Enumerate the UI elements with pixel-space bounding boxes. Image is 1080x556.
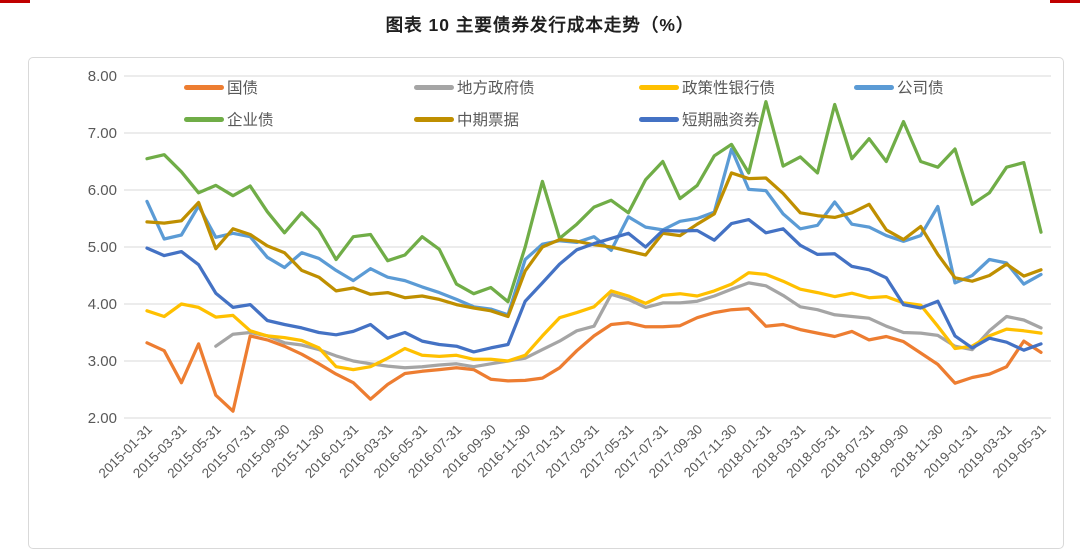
- legend-item-enterprise-bond: 企业债: [184, 110, 274, 129]
- series-line-policy-bank-bond: [145, 271, 1043, 372]
- legend-item-treasury-bond: 国债: [184, 78, 259, 97]
- y-axis-tick-label: 3.00: [88, 353, 117, 370]
- top-left-red-accent: [0, 0, 30, 3]
- legend-swatch-short-term-cp: [639, 116, 679, 122]
- legend-swatch-policy-bank-bond: [639, 84, 679, 90]
- y-axis-tick-label: 5.00: [88, 239, 117, 256]
- legend-label: 短期融资券: [682, 112, 760, 129]
- legend-label: 政策性银行债: [682, 80, 776, 97]
- legend-item-short-term-cp: 短期融资券: [639, 110, 760, 129]
- y-axis-tick-label: 8.00: [88, 68, 117, 85]
- legend-label: 公司债: [897, 80, 944, 97]
- legend-swatch-medium-term-note: [414, 116, 454, 122]
- legend-label: 地方政府债: [457, 80, 535, 97]
- series-line-enterprise-bond: [145, 100, 1043, 304]
- series-line-corporate-bond: [145, 147, 1043, 317]
- legend-swatch-treasury-bond: [184, 84, 224, 90]
- legend-swatch-enterprise-bond: [184, 116, 224, 122]
- y-axis-tick-label: 6.00: [88, 182, 117, 199]
- legend-swatch-local-government-bond: [414, 84, 454, 90]
- series-line-treasury-bond: [145, 306, 1043, 413]
- top-right-red-accent: [1050, 0, 1080, 3]
- y-axis-tick-label: 7.00: [88, 125, 117, 142]
- chart-title: 图表 10 主要债券发行成本走势（%）: [385, 15, 695, 35]
- y-axis-tick-label: 4.00: [88, 296, 117, 313]
- chart-svg: 8.007.006.005.004.003.002.002015-01-3120…: [88, 68, 1051, 481]
- y-axis-tick-label: 2.00: [88, 410, 117, 427]
- series-line-local-government-bond: [214, 281, 1043, 370]
- legend-swatch-corporate-bond: [854, 84, 894, 90]
- legend-item-policy-bank-bond: 政策性银行债: [639, 78, 776, 97]
- chart-frame: 8.00 7.00 6.00 5.00 4.00 3.00 2.00 2015-01-31 20…: [28, 57, 1064, 549]
- legend-item-corporate-bond: 公司债: [854, 78, 944, 97]
- legend-label: 中期票据: [457, 112, 520, 129]
- series-line-short-term-cp: [145, 217, 1043, 354]
- legend-item-medium-term-note: 中期票据: [414, 110, 520, 129]
- legend-label: 国债: [227, 80, 259, 97]
- legend-item-local-government-bond: 地方政府债: [414, 78, 535, 97]
- legend-label: 企业债: [227, 112, 274, 129]
